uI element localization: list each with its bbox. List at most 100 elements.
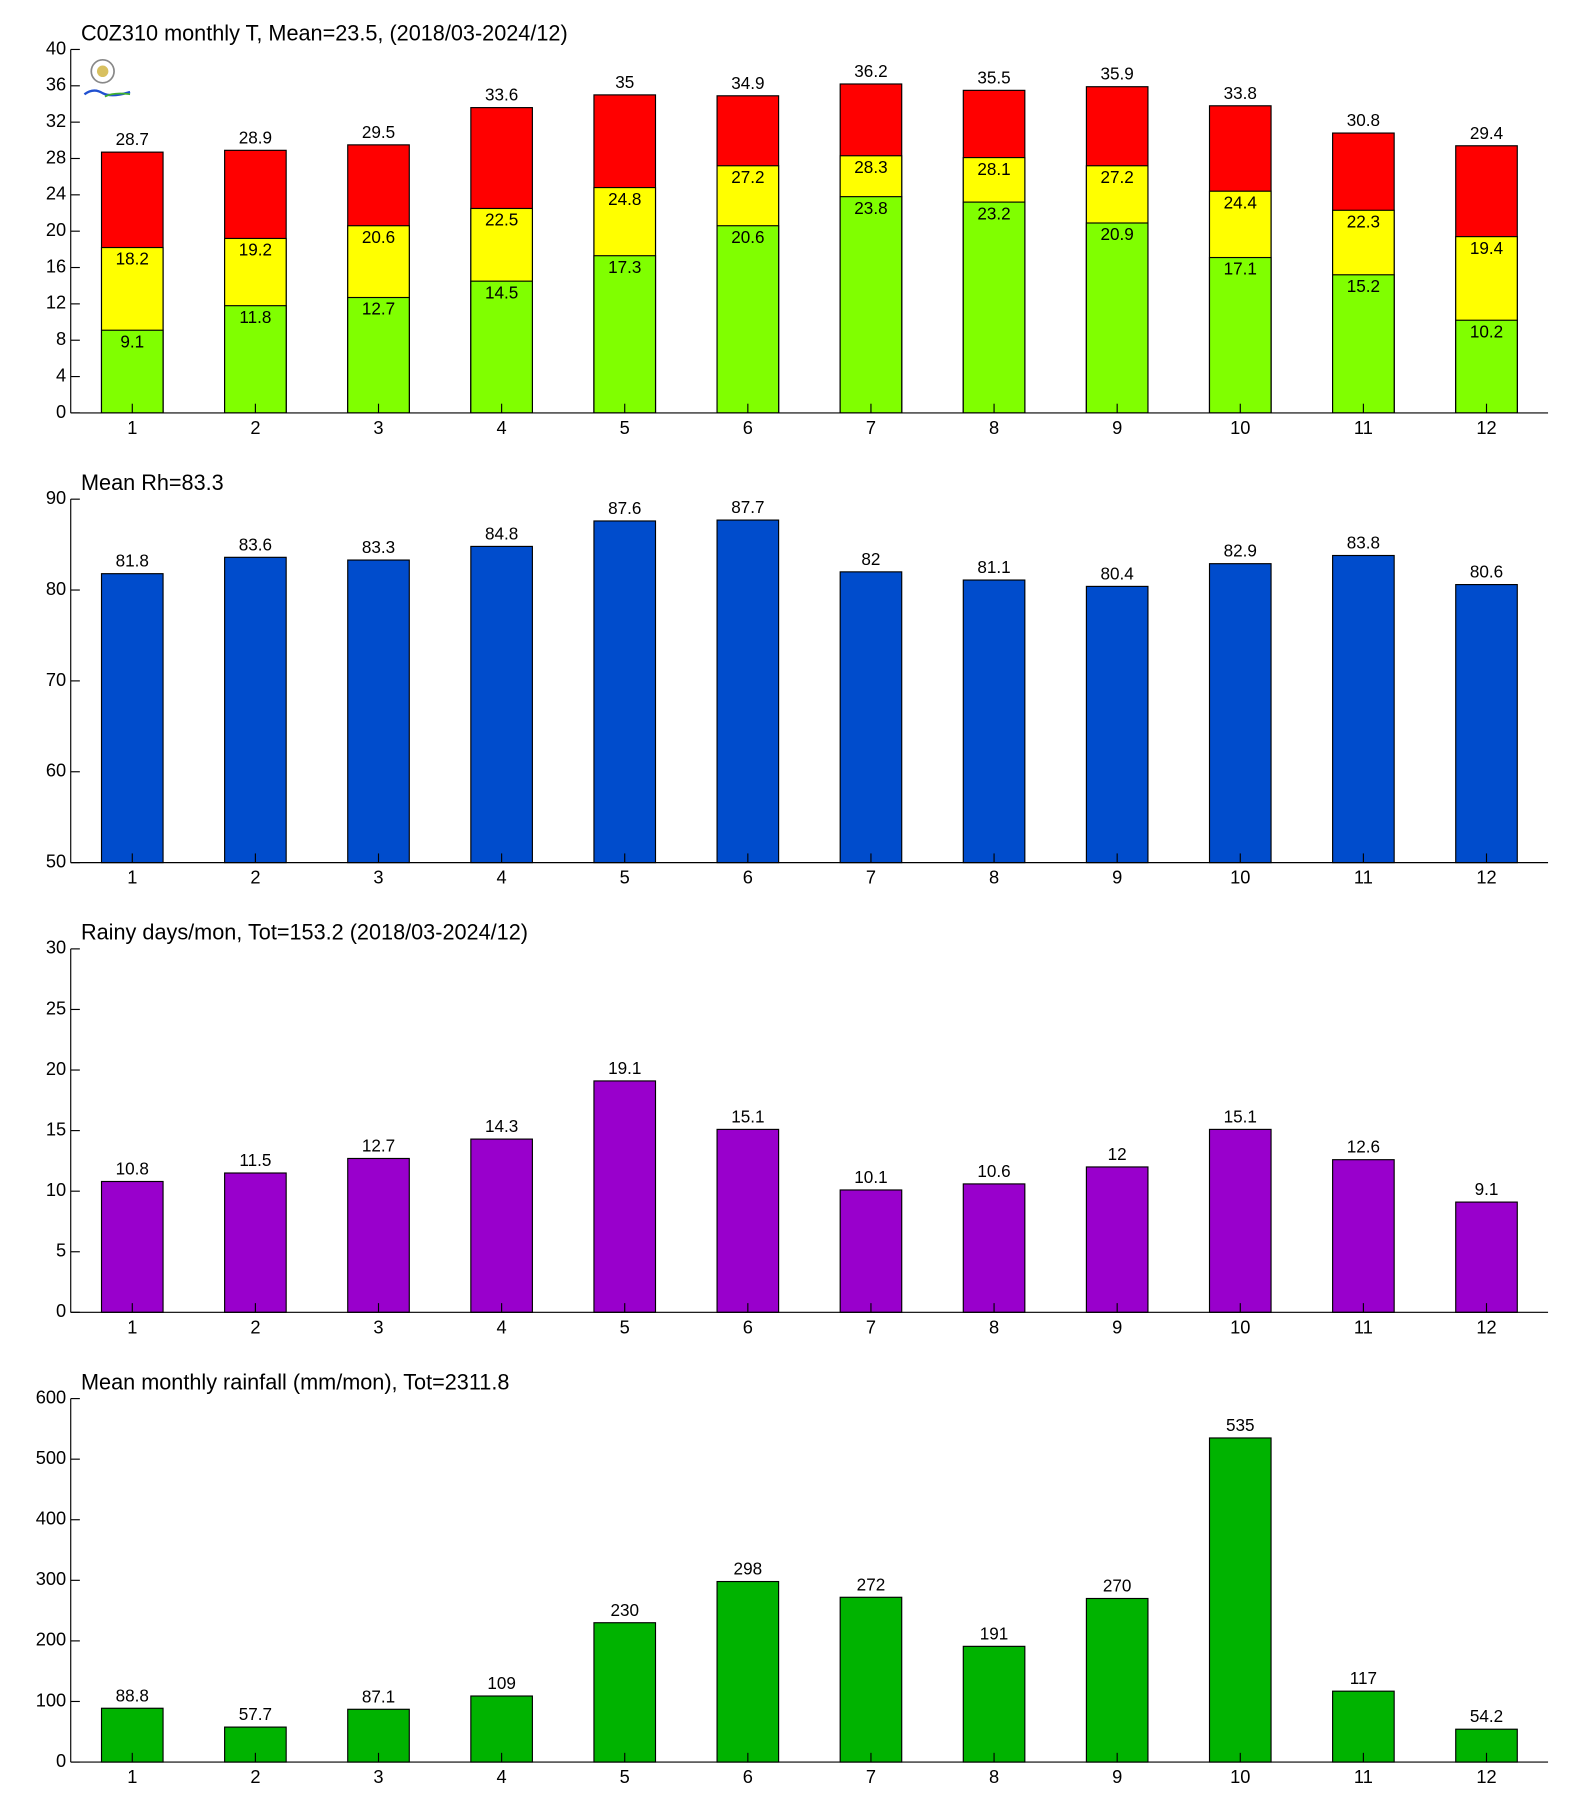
x-tick-label: 8 (989, 867, 999, 888)
value-label: 27.2 (731, 167, 764, 187)
value-label: 20.6 (731, 227, 764, 247)
value-label: 35.5 (977, 67, 1010, 87)
x-tick-label: 3 (373, 417, 383, 438)
value-label: 35.9 (1101, 64, 1134, 84)
y-tick-label: 0 (56, 1300, 66, 1321)
x-tick-label: 10 (1230, 1766, 1250, 1787)
value-label: 28.7 (116, 129, 149, 149)
y-tick-label: 100 (36, 1689, 66, 1710)
value-label: 82.9 (1224, 541, 1257, 561)
bar (100, 1180, 164, 1313)
logo (83, 58, 131, 98)
value-label: 81.1 (977, 557, 1010, 577)
chart-title: Mean monthly rainfall (mm/mon), Tot=2311… (81, 1369, 509, 1394)
y-tick-label: 15 (46, 1118, 66, 1139)
bar (593, 520, 657, 864)
bar (1332, 554, 1395, 864)
y-tick-label: 90 (46, 487, 66, 508)
value-label: 82 (861, 549, 880, 569)
x-tick-label: 8 (989, 417, 999, 438)
value-label: 9.1 (120, 331, 144, 351)
value-label: 83.6 (239, 534, 272, 554)
value-label: 10.6 (977, 1161, 1010, 1181)
bar (593, 255, 657, 414)
x-tick-label: 11 (1354, 417, 1373, 438)
x-tick-label: 8 (989, 1766, 999, 1787)
y-tick-label: 10 (46, 1179, 66, 1200)
x-tick-label: 2 (250, 1766, 260, 1787)
value-label: 18.2 (116, 249, 149, 269)
bar (224, 556, 287, 864)
x-tick-label: 7 (866, 1766, 876, 1787)
bar (1208, 256, 1272, 414)
value-label: 12.7 (362, 299, 395, 319)
y-tick-label: 400 (36, 1508, 66, 1529)
chart-title: Rainy days/mon, Tot=153.2 (2018/03-2024/… (81, 920, 528, 945)
y-tick-label: 0 (56, 401, 66, 422)
value-label: 10.1 (854, 1167, 887, 1187)
bar (1455, 1201, 1518, 1313)
value-label: 15.1 (731, 1106, 764, 1126)
x-tick-label: 4 (497, 867, 507, 888)
value-label: 28.9 (239, 127, 272, 147)
y-tick-label: 8 (56, 328, 66, 349)
value-label: 87.7 (731, 497, 764, 517)
value-label: 11.5 (239, 1150, 271, 1170)
value-label: 36.2 (854, 61, 887, 81)
y-tick-label: 4 (56, 364, 66, 385)
value-label: 14.5 (485, 282, 518, 302)
x-tick-label: 1 (127, 867, 137, 888)
value-label: 19.2 (239, 240, 272, 260)
value-label: 11.8 (239, 307, 271, 327)
value-label: 29.5 (362, 122, 395, 142)
value-label: 9.1 (1475, 1179, 1499, 1199)
x-tick-label: 7 (866, 867, 876, 888)
value-label: 272 (857, 1574, 886, 1594)
value-label: 28.3 (854, 157, 887, 177)
bar (962, 579, 1026, 864)
x-tick-label: 9 (1112, 417, 1122, 438)
value-label: 270 (1103, 1575, 1132, 1595)
value-label: 109 (487, 1673, 516, 1693)
bar (593, 1622, 657, 1763)
x-tick-label: 7 (866, 1316, 876, 1337)
value-label: 19.4 (1470, 238, 1504, 258)
x-tick-label: 3 (373, 1766, 383, 1787)
bar (347, 296, 410, 414)
bar (1085, 1166, 1149, 1313)
value-label: 27.2 (1101, 167, 1134, 187)
bar (224, 1172, 287, 1313)
value-label: 28.1 (977, 159, 1010, 179)
x-tick-label: 1 (127, 417, 137, 438)
value-label: 84.8 (485, 523, 518, 543)
y-tick-label: 25 (46, 997, 66, 1018)
x-tick-label: 5 (620, 1766, 630, 1787)
value-label: 12.7 (362, 1135, 395, 1155)
x-tick-label: 6 (743, 417, 753, 438)
value-label: 12 (1108, 1144, 1127, 1164)
x-tick-label: 9 (1112, 867, 1122, 888)
bar (100, 329, 164, 414)
bar (839, 1189, 903, 1313)
y-tick-label: 50 (46, 850, 66, 871)
x-tick-label: 10 (1230, 867, 1250, 888)
value-label: 535 (1226, 1415, 1255, 1435)
value-label: 10.8 (116, 1158, 149, 1178)
value-label: 23.8 (854, 198, 887, 218)
y-tick-label: 28 (46, 146, 66, 167)
y-tick-label: 600 (36, 1386, 66, 1407)
value-label: 20.9 (1101, 224, 1134, 244)
x-tick-label: 4 (497, 1766, 507, 1787)
x-tick-label: 7 (866, 417, 876, 438)
chart-title: Mean Rh=83.3 (81, 470, 224, 495)
value-label: 33.6 (485, 85, 518, 105)
bar (1085, 585, 1149, 864)
y-tick-label: 30 (46, 937, 66, 958)
y-tick-label: 24 (46, 183, 66, 204)
value-label: 12.6 (1347, 1137, 1380, 1157)
y-tick-label: 5 (56, 1240, 66, 1261)
value-label: 117 (1350, 1668, 1377, 1688)
x-tick-label: 9 (1112, 1316, 1122, 1337)
